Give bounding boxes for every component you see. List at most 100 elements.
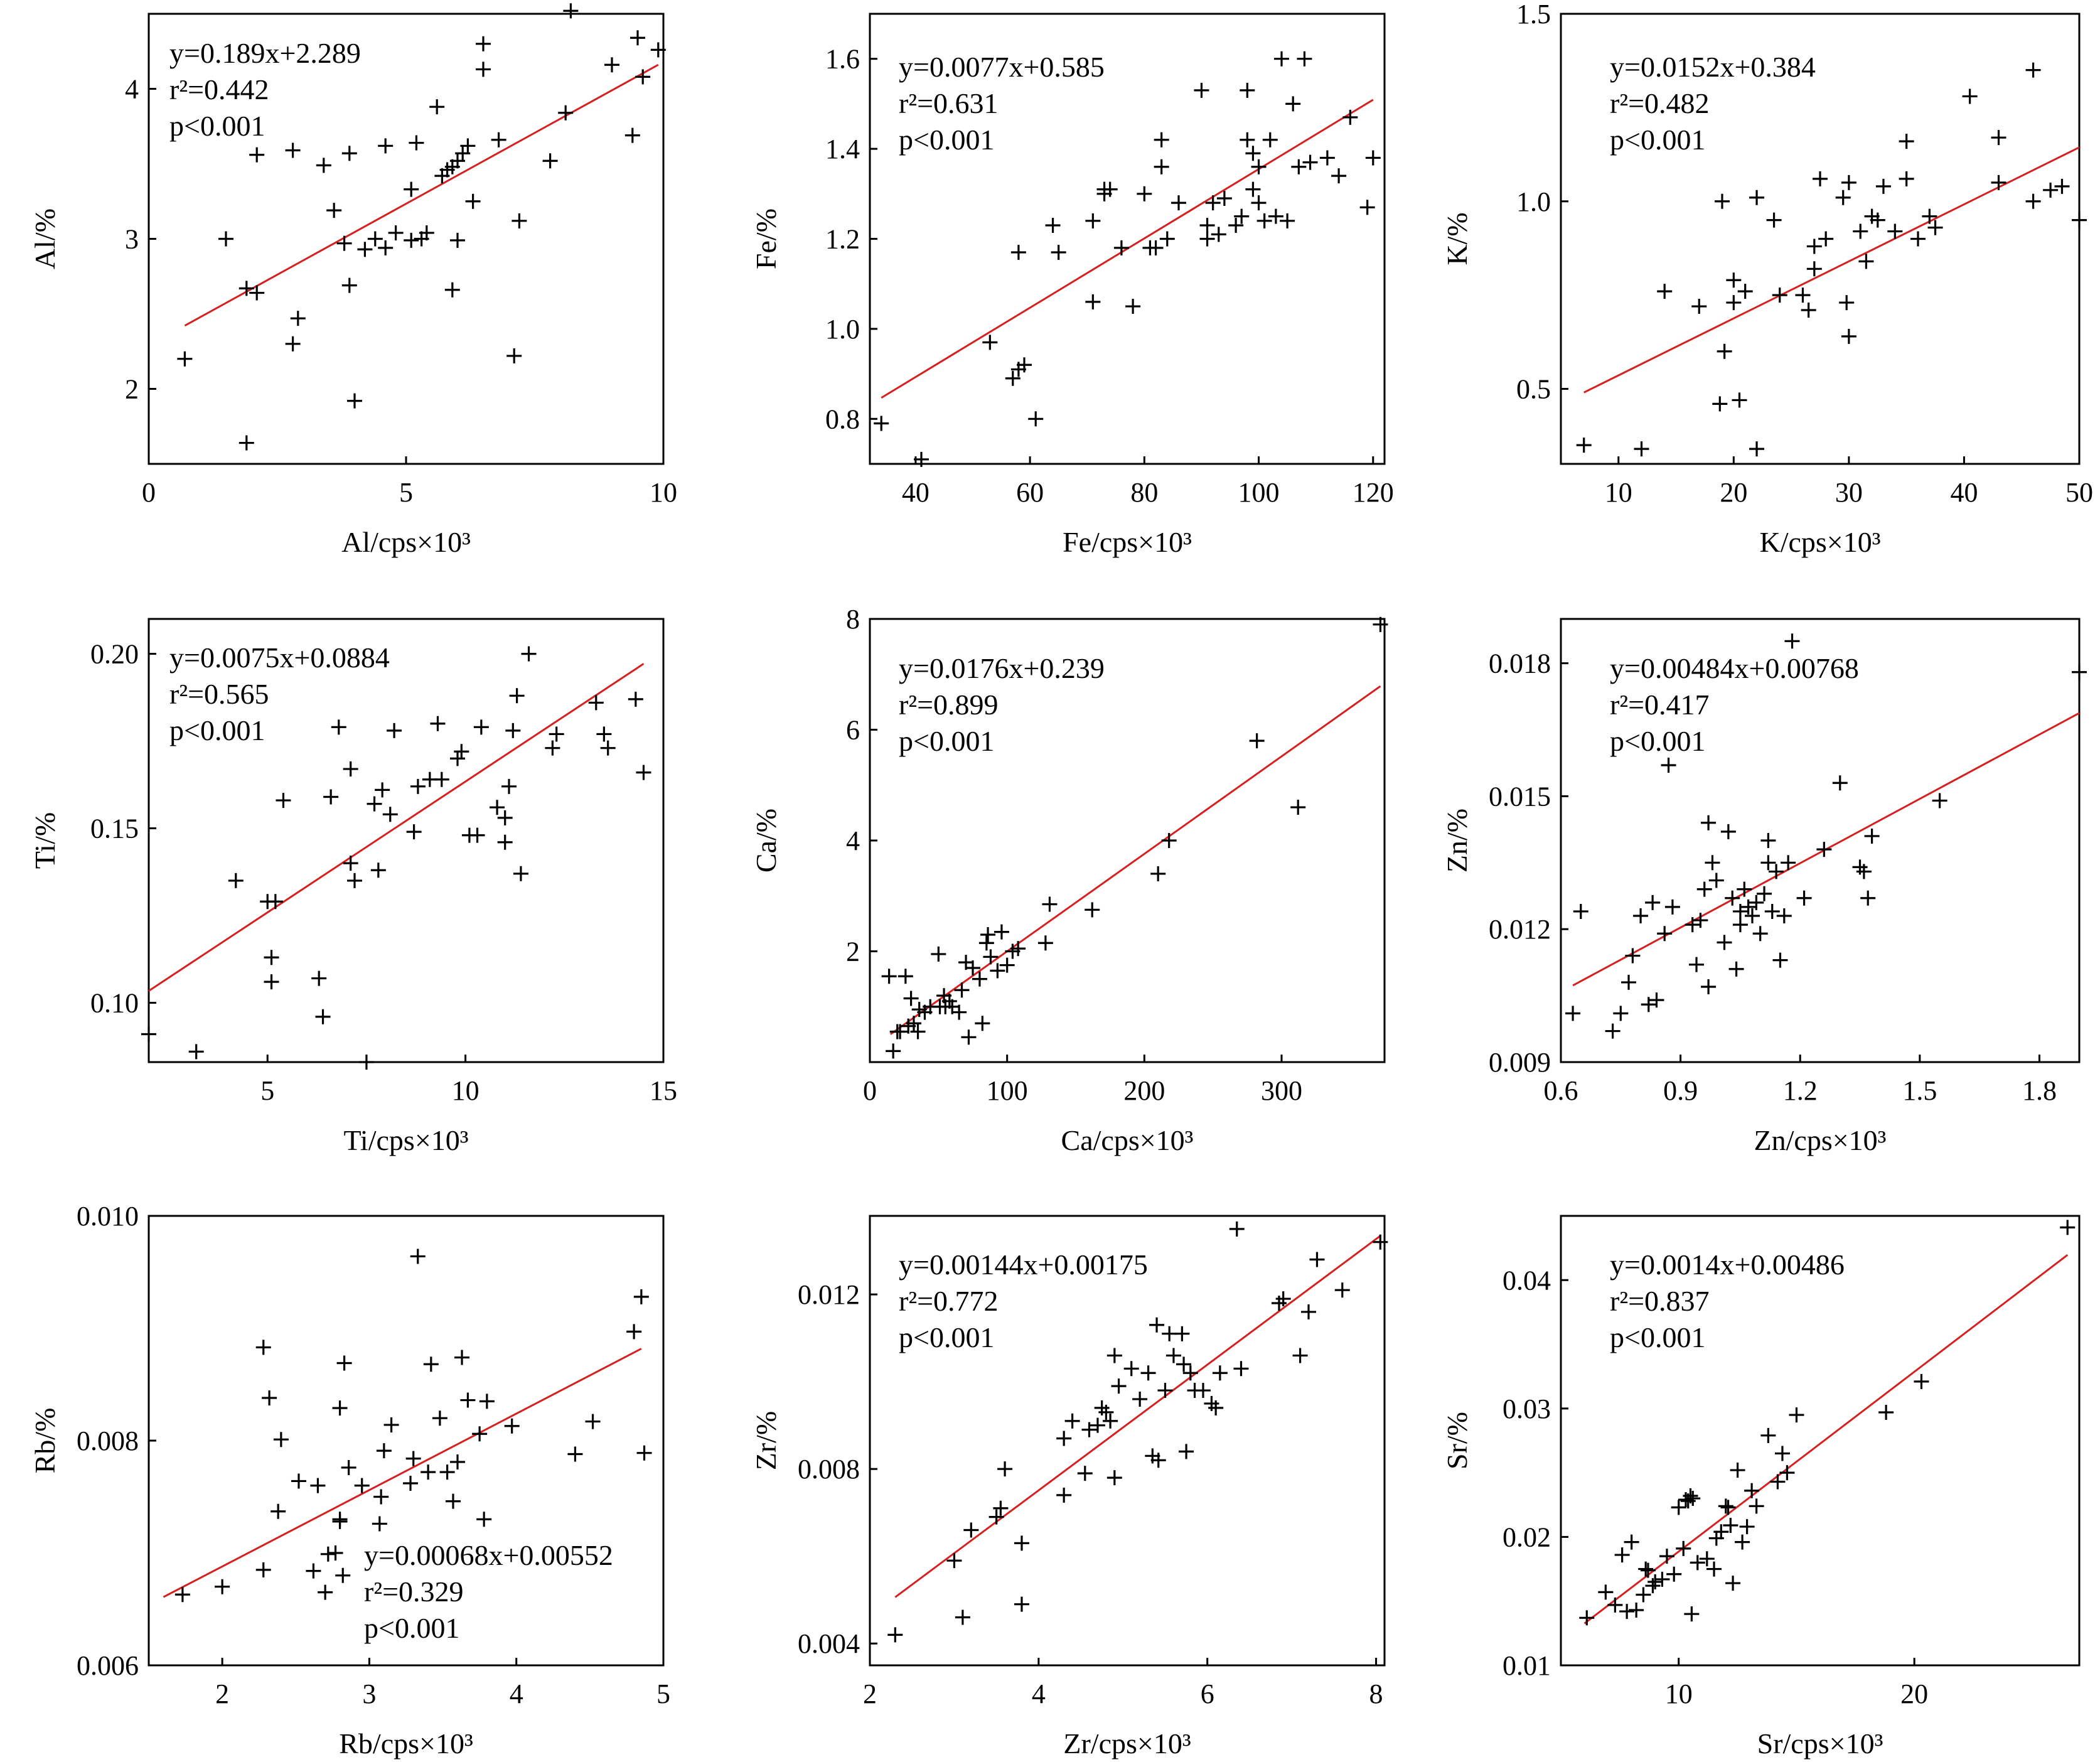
data-point	[1199, 217, 1215, 233]
data-point	[410, 778, 426, 794]
x-tick-label: 5	[399, 477, 413, 508]
data-point	[1081, 1422, 1097, 1437]
data-point	[931, 946, 946, 962]
data-point	[290, 311, 306, 326]
data-point	[291, 1473, 306, 1489]
data-point	[1607, 1597, 1623, 1613]
x-axis-title: Ti/cps×10³	[343, 1124, 468, 1156]
data-point	[1179, 1444, 1194, 1459]
data-point	[2072, 664, 2087, 680]
y-tick-label: 1.0	[825, 314, 860, 345]
data-point	[983, 949, 999, 965]
data-point	[636, 1445, 652, 1461]
y-tick-label: 3	[125, 224, 139, 255]
data-point	[1922, 208, 1937, 224]
data-point	[874, 416, 889, 431]
x-axis-title: Rb/cps×10³	[339, 1727, 473, 1759]
data-point	[1111, 1378, 1127, 1394]
data-point	[347, 873, 362, 888]
data-point	[628, 691, 643, 707]
y-tick-label: 1.0	[1516, 186, 1551, 217]
data-point	[1638, 1561, 1654, 1577]
data-point	[1150, 1453, 1166, 1468]
data-point	[1301, 1304, 1317, 1319]
data-point	[1274, 51, 1289, 67]
data-point	[460, 138, 476, 154]
data-point	[1098, 1404, 1114, 1420]
data-point	[1717, 935, 1732, 950]
data-point	[1841, 328, 1856, 344]
data-point	[1245, 146, 1261, 161]
data-point	[954, 982, 970, 998]
data-point	[505, 723, 521, 738]
data-point	[1165, 1348, 1181, 1363]
data-point	[1291, 159, 1307, 175]
data-point	[1014, 1596, 1029, 1612]
data-point	[2025, 62, 2041, 78]
data-point	[585, 1414, 601, 1429]
data-point	[1718, 1498, 1733, 1514]
r-squared: r²=0.631	[899, 87, 999, 119]
data-point	[1766, 212, 1782, 228]
data-point	[1154, 132, 1169, 148]
x-tick-label: 1.2	[1783, 1075, 1818, 1106]
data-point	[1801, 303, 1816, 318]
data-point	[1661, 757, 1676, 773]
data-point	[1749, 1498, 1764, 1514]
data-point	[1875, 178, 1891, 194]
y-axis-title: Ti/%	[29, 812, 61, 869]
data-point	[331, 719, 346, 735]
data-point	[596, 726, 612, 742]
data-point	[1735, 1534, 1750, 1550]
y-tick-label: 1.2	[825, 224, 860, 255]
data-point	[1784, 633, 1800, 649]
data-point	[1365, 150, 1381, 166]
y-axis-title: K/%	[1441, 212, 1473, 265]
data-point	[429, 99, 445, 115]
data-point	[1154, 159, 1169, 175]
x-tick-label: 50	[2065, 477, 2093, 508]
data-point	[1171, 195, 1186, 211]
data-point	[450, 232, 465, 248]
data-point	[1106, 1470, 1122, 1486]
data-point	[454, 744, 469, 760]
fit-equation: y=0.00144x+0.00175	[899, 1249, 1148, 1281]
r-squared: r²=0.837	[1610, 1285, 1710, 1317]
data-point	[228, 873, 244, 888]
data-point	[255, 1340, 271, 1355]
data-point	[1085, 294, 1101, 309]
data-point	[1619, 1604, 1635, 1620]
r-squared: r²=0.899	[899, 689, 999, 721]
data-point	[1037, 935, 1053, 951]
data-point	[1309, 1252, 1325, 1267]
data-point	[978, 935, 994, 951]
data-point	[1275, 1291, 1291, 1307]
data-point	[1205, 195, 1221, 211]
fit-equation: y=0.0152x+0.384	[1610, 51, 1816, 83]
data-point	[1737, 881, 1752, 897]
data-point	[1772, 952, 1788, 968]
p-value: p<0.001	[1610, 725, 1705, 757]
y-axis-title: Al/%	[29, 208, 61, 269]
data-point	[1732, 392, 1747, 408]
data-point	[497, 834, 513, 850]
data-point	[1598, 1584, 1614, 1600]
data-point	[604, 57, 619, 73]
y-axis-title: Zr/%	[750, 1411, 782, 1471]
data-point	[1103, 1413, 1118, 1429]
x-axis-title: K/cps×10³	[1759, 526, 1880, 558]
data-point	[328, 1545, 343, 1561]
data-point	[1764, 903, 1780, 919]
data-point	[1795, 287, 1811, 303]
x-tick-label: 15	[650, 1075, 677, 1106]
regression-line	[184, 63, 659, 327]
y-tick-label: 2	[846, 937, 860, 967]
data-point	[343, 856, 358, 871]
data-point	[558, 105, 574, 121]
data-point	[1194, 82, 1209, 98]
data-point	[563, 3, 579, 19]
data-point	[1832, 775, 1848, 791]
data-point	[318, 1584, 333, 1600]
data-point	[218, 231, 233, 247]
data-point	[383, 1417, 399, 1432]
